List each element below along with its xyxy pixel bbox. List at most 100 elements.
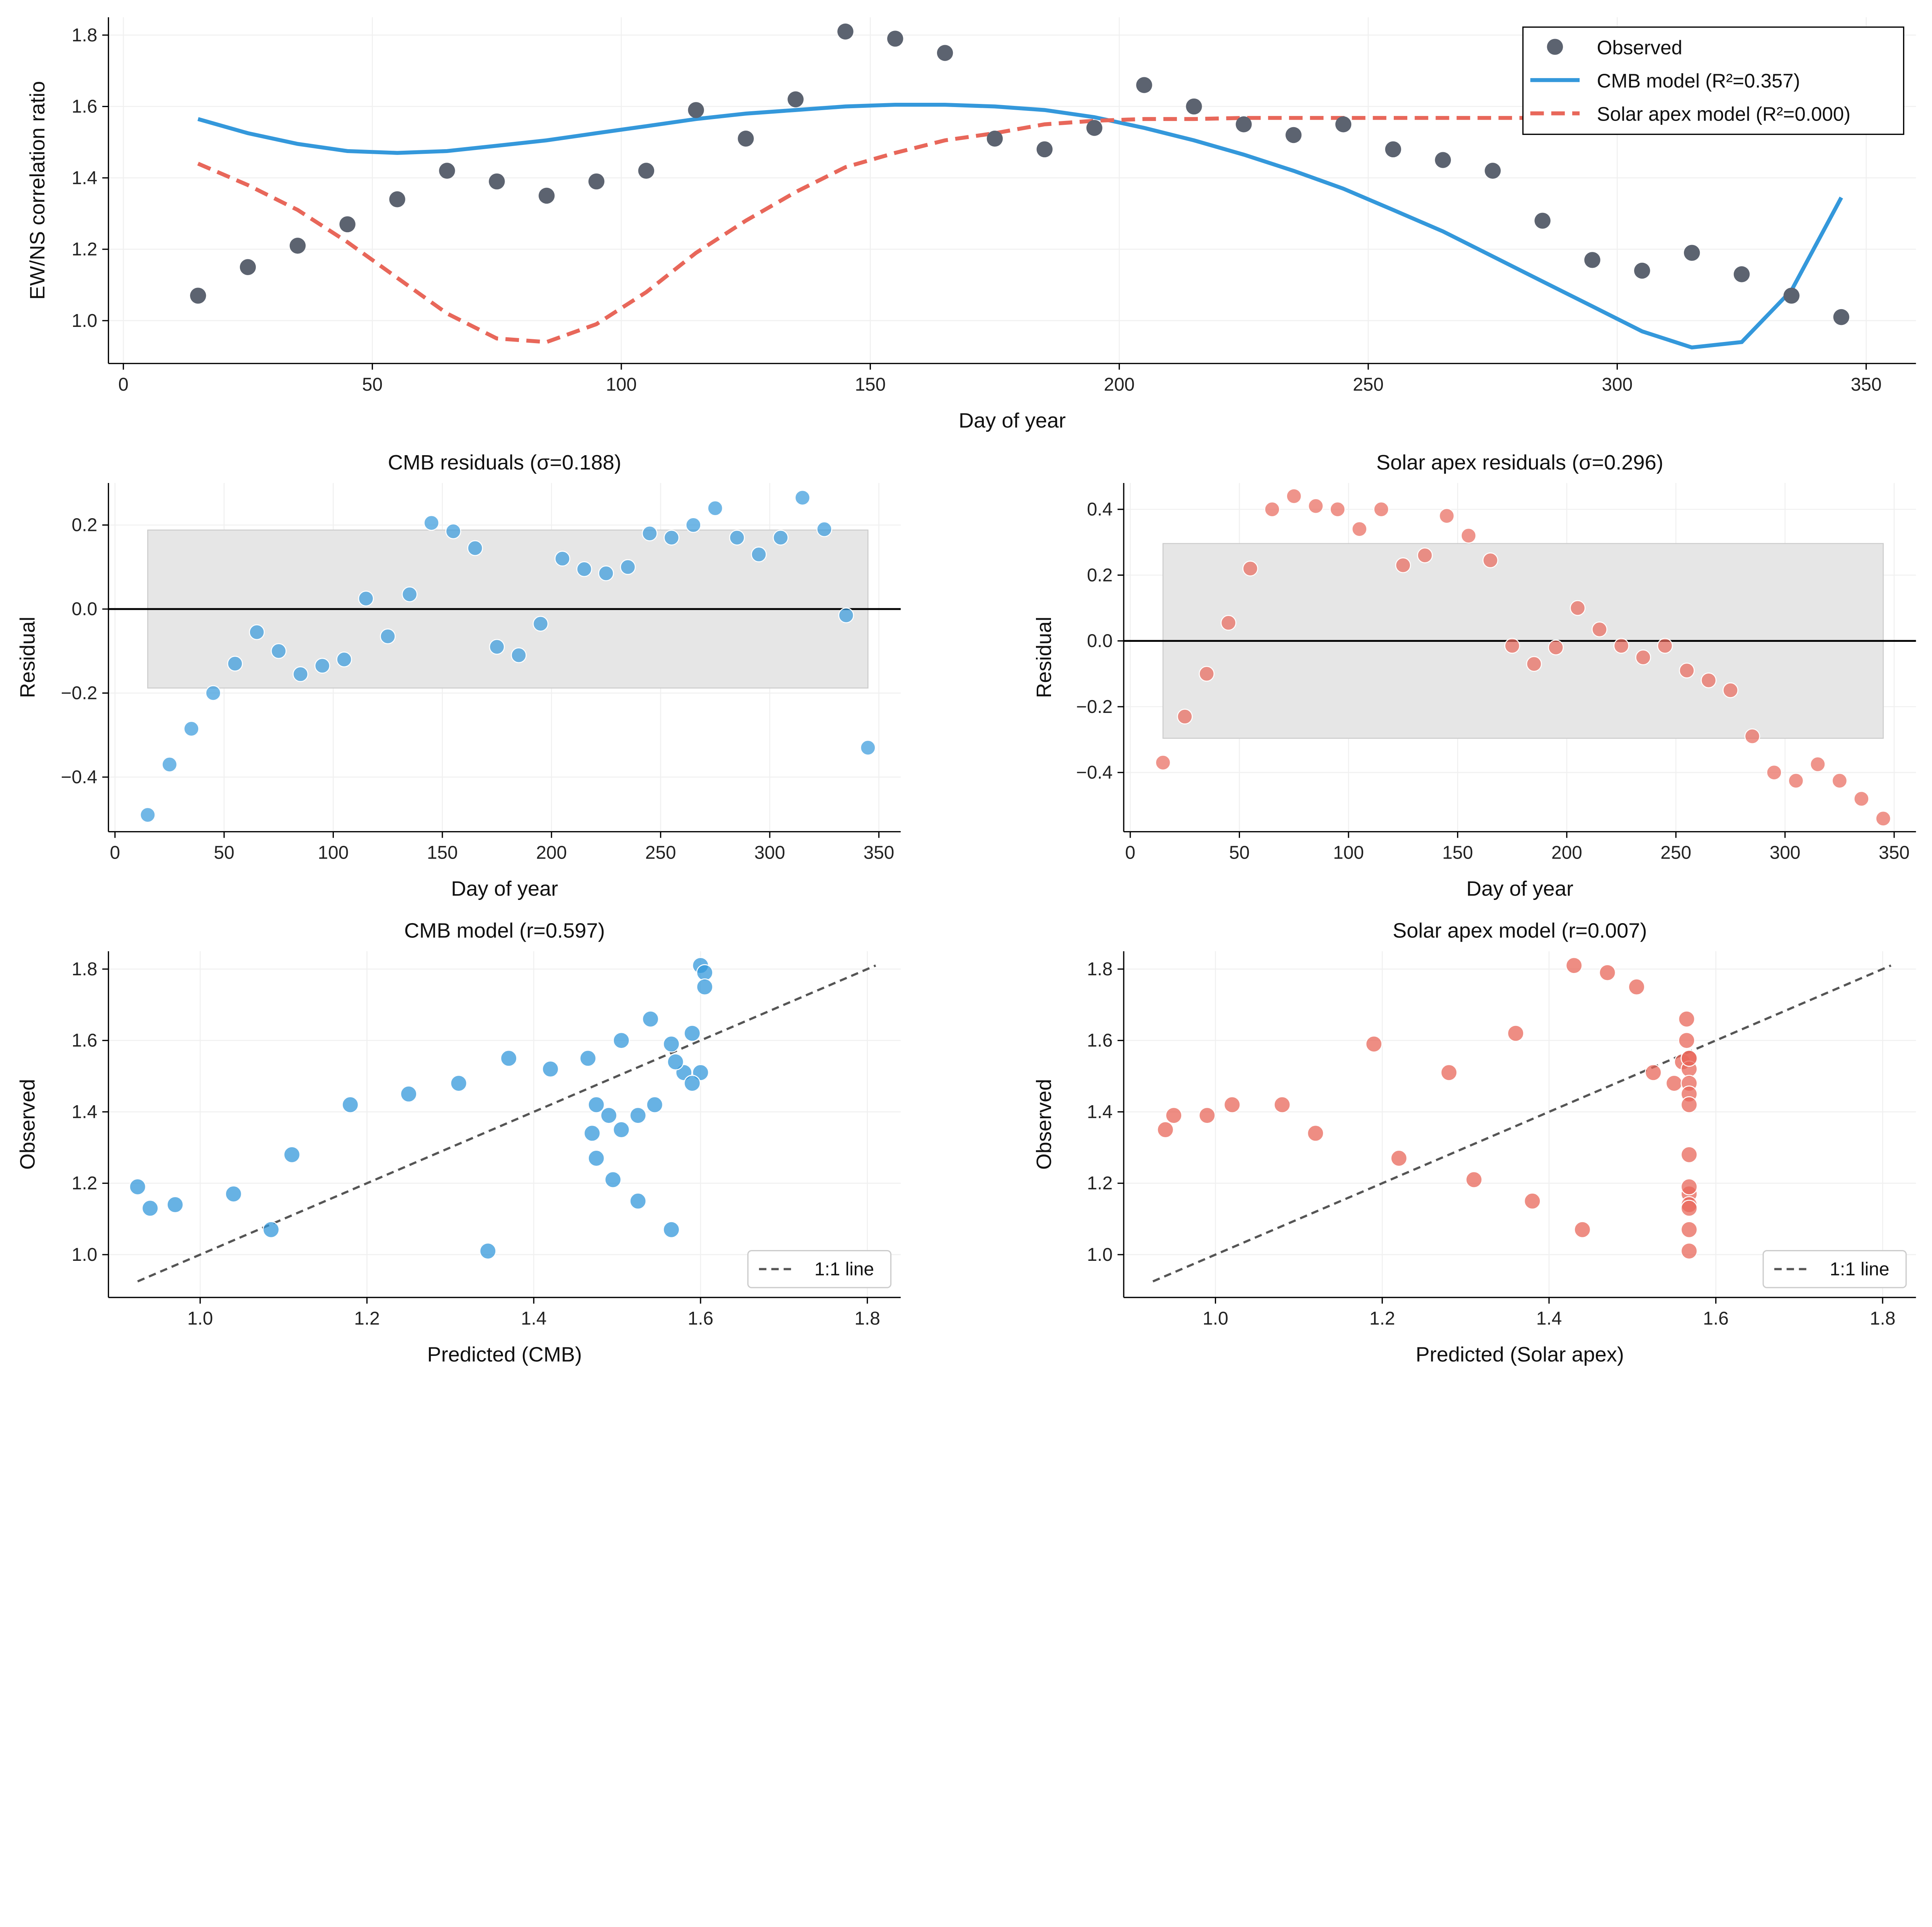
residual-point — [642, 526, 658, 541]
residual-point — [1548, 639, 1564, 656]
legend: Observed CMB model (R²=0.357) Solar apex m… — [1522, 26, 1905, 135]
residual-point — [1461, 527, 1477, 544]
scatter-point — [588, 1096, 605, 1113]
scatter-point — [129, 1178, 146, 1196]
observed-point — [1086, 120, 1102, 136]
y-tick-label: 1.2 — [1087, 1173, 1113, 1194]
observed-point — [190, 287, 206, 304]
figure: 0 50 100 150 200 250 300 350 1.0 1.2 1.4 1.6 1.8 Day … — [16, 17, 1916, 1366]
scatter-point — [663, 1221, 680, 1238]
scatter-point — [1680, 1199, 1698, 1217]
residual-point — [227, 656, 243, 672]
x-axis-label: Predicted (CMB) — [427, 1343, 582, 1366]
scatter-point — [579, 1049, 597, 1067]
x-tick-label: 50 — [362, 374, 383, 395]
residual-point — [249, 624, 265, 640]
residual-point — [1570, 600, 1586, 616]
x-axis-label: Day of year — [451, 877, 558, 900]
legend-label: 1:1 line — [815, 1259, 874, 1279]
scatter-point — [1507, 1025, 1524, 1042]
observed-point — [1236, 116, 1252, 133]
x-tick-label: 350 — [864, 843, 895, 863]
residual-point — [620, 559, 636, 575]
scatter-point — [1665, 1075, 1683, 1092]
x-tick-label: 300 — [1602, 374, 1633, 395]
scatter-point — [1628, 978, 1645, 996]
scatter-point — [1274, 1096, 1291, 1113]
scatter-point — [1440, 1064, 1458, 1081]
observed-point — [688, 102, 704, 118]
x-tick-label: 50 — [214, 843, 234, 863]
y-tick-label: −0.2 — [61, 683, 97, 704]
x-tick-label: 50 — [1229, 843, 1250, 863]
y-tick-label: −0.4 — [61, 767, 97, 787]
x-tick-label: 1.0 — [1202, 1308, 1228, 1329]
scatter-point — [542, 1060, 559, 1078]
residual-point — [1417, 547, 1433, 563]
residual-point — [729, 529, 745, 546]
panel-solar-scatter: 1.0 1.2 1.4 1.6 1.8 1.0 1.2 1.4 1.6 1.8 Predicted … — [1032, 919, 1916, 1366]
x-tick-label: 100 — [318, 843, 349, 863]
x-tick-label: 1.2 — [354, 1308, 380, 1329]
y-tick-label: 0.0 — [71, 599, 97, 619]
x-tick-label: 150 — [427, 843, 458, 863]
y-tick-label: 1.8 — [1087, 959, 1113, 980]
scatter-point — [696, 964, 713, 981]
legend-observed-marker — [1547, 39, 1563, 55]
scatter-point — [646, 1096, 663, 1113]
residual-point — [1308, 498, 1324, 514]
residual-point — [1155, 755, 1171, 771]
panel-cmb-scatter: 1.0 1.2 1.4 1.6 1.8 1.0 1.2 1.4 1.6 1.8 Predicted … — [16, 919, 901, 1366]
observed-point — [887, 31, 903, 47]
legend: 1:1 line — [747, 1250, 892, 1288]
observed-point — [1335, 116, 1352, 133]
residual-point — [838, 607, 854, 623]
scatter-point — [1565, 957, 1583, 974]
scatter-point — [1574, 1221, 1591, 1238]
residual-point — [423, 515, 439, 531]
x-tick-label: 150 — [855, 374, 886, 395]
observed-point — [1534, 213, 1551, 229]
observed-point — [738, 130, 754, 147]
scatter-point — [400, 1085, 417, 1103]
residual-point — [1744, 728, 1760, 744]
observed-point — [1036, 141, 1053, 158]
scatter-point — [225, 1185, 242, 1202]
scatter-point — [1157, 1121, 1174, 1138]
scatter-point — [1198, 1107, 1216, 1124]
residual-point — [1373, 501, 1389, 517]
x-tick-label: 0 — [110, 843, 120, 863]
residual-point — [1199, 666, 1215, 682]
x-tick-label: 1.2 — [1369, 1308, 1395, 1329]
scatter-point — [1680, 1096, 1698, 1113]
x-tick-label: 1.8 — [1870, 1308, 1896, 1329]
residual-point — [685, 517, 701, 533]
scatter-point — [1678, 1032, 1696, 1049]
cmb-model-line — [197, 102, 1843, 350]
y-tick-label: 1.8 — [71, 959, 97, 980]
scatter-point — [262, 1221, 280, 1238]
x-tick-label: 300 — [754, 843, 785, 863]
observed-point — [638, 163, 655, 179]
residual-point — [401, 586, 418, 602]
residual-point — [445, 523, 461, 539]
observed-point — [339, 216, 355, 233]
panel-title: Solar apex residuals (σ=0.296) — [1376, 451, 1663, 474]
residual-point — [751, 546, 767, 563]
observed-point — [1684, 245, 1700, 261]
residual-point — [707, 500, 723, 516]
x-tick-label: 250 — [1660, 843, 1691, 863]
residual-point — [467, 540, 483, 556]
y-tick-label: 1.6 — [1087, 1031, 1113, 1051]
residual-point — [1242, 560, 1259, 577]
x-tick-label: 200 — [1104, 374, 1135, 395]
y-tick-label: 1.4 — [1087, 1102, 1113, 1122]
x-axis-label: Predicted (Solar apex) — [1416, 1343, 1624, 1366]
observed-point — [240, 259, 256, 275]
residual-point — [1286, 488, 1302, 504]
y-axis-label: Residual — [1032, 617, 1056, 698]
y-tick-label: 1.2 — [71, 239, 97, 260]
residual-point — [1504, 638, 1520, 654]
scatter-point — [663, 1035, 680, 1053]
scatter-point — [1307, 1124, 1324, 1142]
